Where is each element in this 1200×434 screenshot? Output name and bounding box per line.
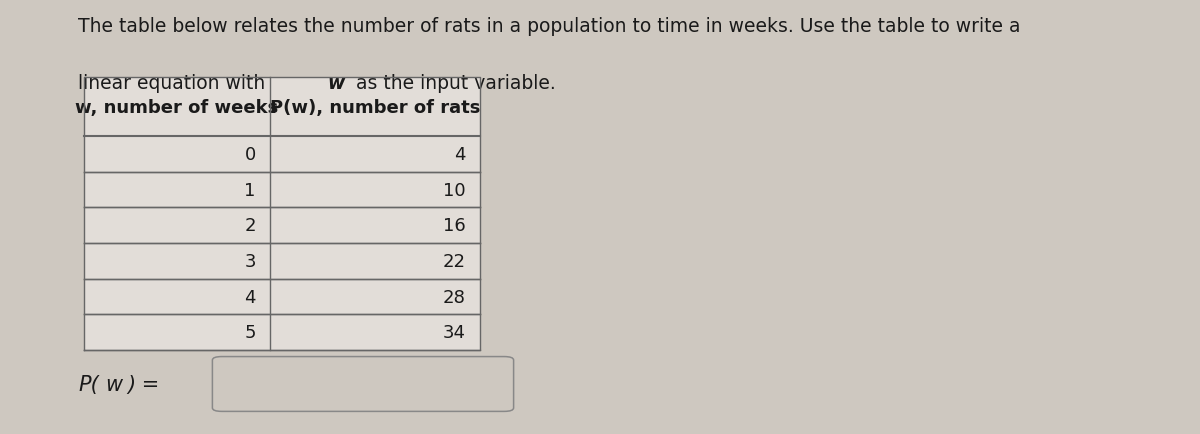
Text: ) =: ) =: [127, 374, 160, 394]
Text: 22: 22: [443, 252, 466, 270]
Text: as the input variable.: as the input variable.: [349, 74, 556, 93]
Text: P(w), number of rats: P(w), number of rats: [270, 99, 480, 116]
Text: 1: 1: [245, 181, 256, 199]
Text: 0: 0: [245, 145, 256, 164]
FancyBboxPatch shape: [212, 357, 514, 411]
Text: 10: 10: [443, 181, 466, 199]
Text: w: w: [104, 374, 122, 394]
Bar: [84, 78, 480, 350]
Text: 16: 16: [443, 217, 466, 235]
Text: 3: 3: [245, 252, 256, 270]
Text: linear equation with: linear equation with: [78, 74, 271, 93]
Text: 2: 2: [245, 217, 256, 235]
Text: 4: 4: [245, 288, 256, 306]
Text: 5: 5: [245, 323, 256, 342]
Text: The table below relates the number of rats in a population to time in weeks. Use: The table below relates the number of ra…: [78, 17, 1020, 36]
Text: 4: 4: [454, 145, 466, 164]
Text: 28: 28: [443, 288, 466, 306]
Text: 34: 34: [443, 323, 466, 342]
Text: w: w: [328, 74, 344, 93]
Text: P(: P(: [78, 374, 98, 394]
Text: w, number of weeks: w, number of weeks: [76, 99, 278, 116]
